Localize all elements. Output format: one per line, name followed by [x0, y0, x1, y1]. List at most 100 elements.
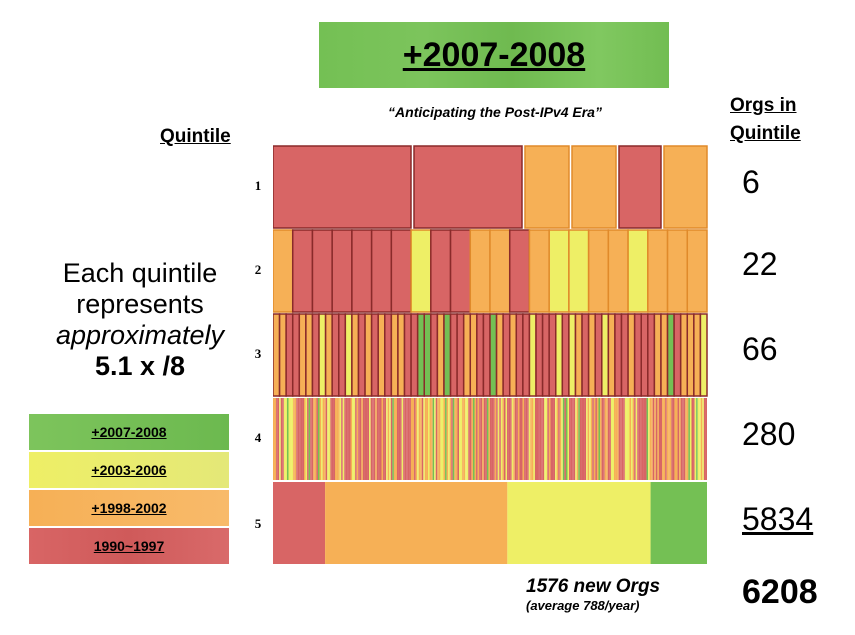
quintile-5-segment-1: [273, 482, 326, 564]
quintile-4-org-247: [654, 398, 656, 480]
quintile-4-org-197: [576, 398, 579, 480]
quintile-4-org-48: [345, 398, 348, 480]
quintile-4-org-91: [412, 398, 415, 480]
quintile-4-org-268: [686, 398, 689, 480]
quintile-4-org-69: [378, 398, 380, 480]
quintile-4-org-174: [541, 398, 543, 480]
quintile-4-org-200: [581, 398, 583, 480]
quintile-4-org-261: [676, 398, 678, 480]
quintile-4-org-161: [521, 398, 523, 480]
quintile-4-org-259: [672, 398, 675, 480]
quintile-4-org-9: [285, 398, 287, 480]
quintile-label-2: 2: [254, 262, 262, 277]
quintile-3-org-2: [278, 313, 287, 397]
quintile-4-org-223: [617, 398, 619, 480]
quintile-4-org-274: [696, 398, 698, 480]
note-line-4: 5.1 x /8: [94, 351, 186, 381]
note-line-1: Each quintile: [62, 258, 218, 288]
quintile-3-org-41: [535, 313, 544, 397]
quintile-4-org-248: [655, 398, 658, 480]
quintile-3-org-14: [357, 313, 366, 397]
quintile-header: Quintile: [160, 126, 231, 147]
quintile-4-org-6: [280, 398, 283, 480]
quintile-4-org-77: [390, 398, 393, 480]
quintile-3-org-26: [436, 313, 445, 397]
quintile-4-org-182: [553, 398, 556, 480]
count-quintile-1: 6: [742, 164, 760, 200]
quintile-4-org-110: [441, 398, 444, 480]
quintile-3-org-20: [397, 313, 406, 397]
slide-title: +2007-2008: [319, 22, 669, 88]
quintile-4-org-135: [480, 398, 483, 480]
quintile-4-org-37: [328, 398, 331, 480]
quintile-4-org-239: [641, 398, 644, 480]
quintile-4-org-234: [634, 398, 636, 480]
quintile-4-org-207: [592, 398, 594, 480]
quintile-4-org-254: [665, 398, 667, 480]
quintile-4-org-172: [538, 398, 540, 480]
count-quintile-2: 22: [742, 246, 778, 282]
quintile-2-org-20: [647, 229, 669, 313]
quintile-3-org-33: [482, 313, 491, 397]
quintile-4-org-233: [632, 398, 635, 480]
quintile-4-org-176: [544, 398, 546, 480]
quintile-4-org-2: [274, 398, 277, 480]
quintile-4-org-246: [652, 398, 655, 480]
quintile-4-org-94: [417, 398, 419, 480]
quintile-4-org-209: [595, 398, 597, 480]
quintile-4-org-231: [629, 398, 632, 480]
quintile-3-org-17: [377, 313, 386, 397]
quintile-3-org-13: [351, 313, 360, 397]
quintile-4-org-90: [410, 398, 413, 480]
quintile-4-org-117: [452, 398, 455, 480]
quintile-4-org-279: [703, 398, 706, 480]
quintile-4-org-183: [555, 398, 557, 480]
quintile-3-org-35: [495, 313, 504, 397]
quintile-3-org-58: [647, 313, 656, 397]
quintile-4-org-115: [449, 398, 452, 480]
quintile-2-org-21: [666, 229, 689, 313]
quintile-4-org-102: [429, 398, 432, 480]
quintile-4-org-128: [469, 398, 472, 480]
orgs-header: Orgs in Quintile: [730, 92, 840, 148]
quintile-4-org-65: [372, 398, 374, 480]
quintile-4-org-177: [545, 398, 548, 480]
quintile-4-org-169: [533, 398, 535, 480]
quintile-3-org-56: [633, 313, 642, 397]
quintile-2-org-3: [311, 229, 333, 313]
quintile-3-org-12: [344, 313, 353, 397]
quintile-4-org-265: [682, 398, 684, 480]
quintile-3-org-59: [653, 313, 662, 397]
quintile-4-org-32: [321, 398, 323, 480]
quintile-4-org-43: [338, 398, 340, 480]
quintile-3-org-52: [607, 313, 616, 397]
quintile-label-4: 4: [254, 430, 262, 445]
quintile-2-org-6: [370, 229, 393, 313]
quintile-4-org-79: [393, 398, 396, 480]
quintile-4-org-112: [445, 398, 447, 480]
quintile-4-org-249: [657, 398, 659, 480]
quintile-4-org-75: [387, 398, 390, 480]
quintile-4-org-153: [508, 398, 511, 480]
quintile-2-org-12: [489, 229, 511, 313]
quintile-4-org-66: [373, 398, 376, 480]
quintile-4-org-191: [567, 398, 570, 480]
quintile-4-org-78: [392, 398, 394, 480]
quintile-1-org-4: [571, 145, 617, 229]
legend-item-2003-2006: +2003-2006: [29, 452, 229, 488]
quintile-label-1: 1: [254, 178, 262, 193]
quintile-4-org-258: [671, 398, 673, 480]
quintile-4-org-40: [333, 398, 335, 480]
quintile-4-org-42: [336, 398, 339, 480]
quintile-4-org-145: [496, 398, 498, 480]
quintile-3-org-48: [581, 313, 590, 397]
count-quintile-3: 66: [742, 331, 778, 367]
quintile-4-org-51: [350, 398, 353, 480]
quintile-4-org-276: [699, 398, 701, 480]
quintile-4-org-82: [398, 398, 401, 480]
quintile-3-org-19: [390, 313, 399, 397]
quintile-4-org-273: [694, 398, 697, 480]
quintile-4-org-33: [322, 398, 325, 480]
quintile-2-org-1: [273, 229, 294, 313]
footer-new-orgs: 1576 new Orgs: [526, 576, 661, 597]
